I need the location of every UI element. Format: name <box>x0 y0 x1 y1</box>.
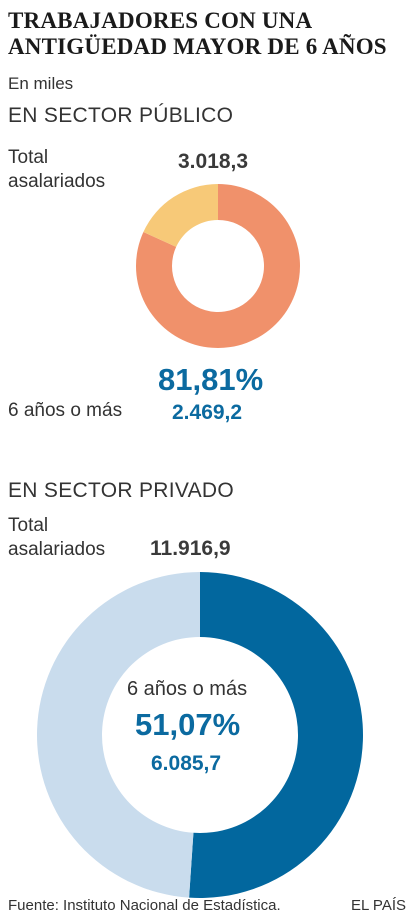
total-value-privado: 11.916,9 <box>150 537 231 560</box>
pct-label-publico: 81,81% <box>158 362 264 397</box>
total-value-publico: 3.018,3 <box>178 150 249 173</box>
section-heading-privado: EN SECTOR PRIVADO <box>8 479 235 502</box>
total-label-privado-line2: asalariados <box>8 539 106 560</box>
brand-logo-text: EL PAÍS <box>350 897 406 914</box>
source-note: Fuente: Instituto Nacional de Estadístic… <box>8 897 281 914</box>
group-label-privado: 6 años o más <box>127 678 248 700</box>
pct-label-privado: 51,07% <box>135 707 241 742</box>
donut-publico-slice-1 <box>143 184 218 247</box>
group-value-privado: 6.085,7 <box>151 752 222 775</box>
chart-title: TRABAJADORES CON UNA ANTIGÜEDAD MAYOR DE… <box>8 8 408 60</box>
total-label-privado-line1: Total <box>8 515 49 536</box>
chart-title-line1: TRABAJADORES CON UNA <box>8 8 313 33</box>
total-label-publico-line2: asalariados <box>8 171 106 192</box>
section-heading-publico: EN SECTOR PÚBLICO <box>8 104 234 127</box>
total-label-privado: Total asalariados <box>8 514 105 562</box>
total-label-publico: Total asalariados <box>8 146 105 194</box>
total-label-publico-line1: Total <box>8 147 49 168</box>
chart-subtitle: En miles <box>8 74 74 93</box>
donut-publico-slice-0 <box>135 184 300 348</box>
chart-title-line2: ANTIGÜEDAD MAYOR DE 6 AÑOS <box>8 34 387 59</box>
group-label-publico: 6 años o más <box>8 400 123 421</box>
group-value-publico: 2.469,2 <box>172 401 243 424</box>
